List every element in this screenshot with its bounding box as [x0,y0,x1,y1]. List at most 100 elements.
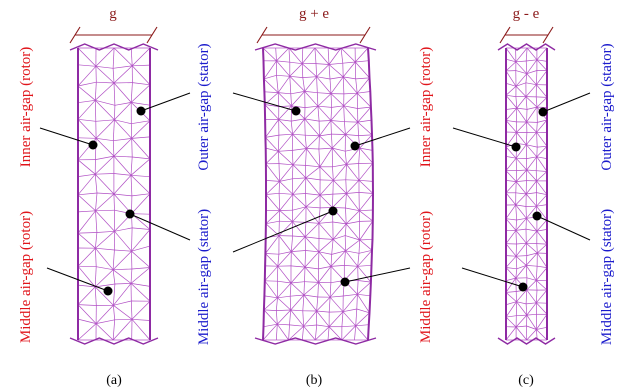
mesh-edge [131,213,151,215]
mesh-edge [357,250,373,267]
mesh-edge [536,70,548,85]
mesh-edge [114,105,116,120]
leader-outer-a [140,92,191,112]
dimension-a: g [69,6,158,44]
mesh-edge [292,148,307,151]
mesh-edge [536,96,548,98]
label-middle-rotor-c: Middle air-gap (rotor) [418,211,434,343]
mesh-edge [94,155,115,175]
mesh-edge [505,82,517,87]
mesh-edge [331,134,333,149]
mesh-edge [263,323,278,328]
mesh-edge [94,286,114,306]
mesh-edge [277,323,289,341]
mesh-edge [342,311,356,327]
mesh-edge [525,96,538,108]
dimension-b: g + e [256,6,371,44]
mesh-edge [95,323,114,341]
leader-middle-stator-a [129,213,191,241]
mesh-edge [278,193,281,211]
mesh-edge [515,268,518,279]
mesh-edge [291,250,306,252]
mesh-edge [525,255,528,266]
mesh-edge [535,96,538,108]
mesh-edge [132,64,151,67]
mesh-edge [359,147,373,151]
mesh-edge [277,282,292,299]
mesh-edge [95,66,115,84]
leader-middle-rotor-c [461,267,524,288]
mesh-edge [291,251,306,268]
mesh-edge [95,209,115,212]
mesh-edge [77,85,96,101]
mesh-edge [130,268,133,284]
mesh-edge [505,277,517,293]
mesh-edge [305,166,321,179]
mesh-edge [289,76,305,92]
mesh-edge [130,156,133,176]
mesh-edge [354,325,357,341]
mesh-edge [345,207,360,212]
mesh-edge [505,47,517,63]
mesh-edge [292,235,306,238]
mesh-edge [515,230,527,244]
mesh-edge [505,326,517,341]
mesh-edge [536,230,548,245]
mesh-edge [318,148,321,167]
mesh-edge [515,204,527,219]
mesh-edge [112,269,132,284]
mesh-edge [328,64,331,80]
mesh-edge [277,92,292,107]
mesh-edge [290,121,293,135]
mesh-edge [301,63,317,77]
mesh-edge [95,82,115,101]
mesh-edge [303,281,305,296]
mesh-edge [515,157,527,171]
mesh-edge [505,255,517,257]
mesh-edge [359,220,374,241]
mesh-edge [343,293,358,297]
mesh-edge [130,175,151,194]
mesh-edge [340,47,344,64]
mesh-edge [277,76,291,93]
mesh-edge [318,251,332,255]
mesh-edge [525,82,537,86]
mesh-edge [515,255,527,266]
mesh-edge [77,119,97,139]
mesh-edge [536,219,548,232]
mesh-edge [131,138,133,158]
mesh-edge [343,105,345,122]
leader-inner-c [452,127,517,148]
mesh-edge [316,310,330,313]
mesh-edge [264,104,279,120]
mesh-edge [536,47,548,61]
mesh-edge [346,164,360,181]
mesh-edge [95,119,115,122]
mesh-edge [304,250,306,268]
mesh-edge [355,60,369,63]
mesh-edge [525,193,537,207]
mesh-edge [131,319,151,341]
mesh-edge [319,135,333,149]
mesh-edge [536,119,548,133]
mesh-edge [358,280,371,283]
mesh-edge [314,47,317,64]
mesh-edge [505,70,517,87]
mesh-edge [331,147,347,165]
mesh-edge [515,73,528,87]
mesh-edge [318,251,332,267]
mesh-edge [291,91,305,107]
mesh-edge [332,239,346,252]
mesh-edge [526,218,538,232]
mesh-edge [131,227,133,252]
mesh-edge [525,289,528,304]
mesh-edge [516,107,528,110]
mesh-edge [95,155,114,160]
mesh-edge [130,267,151,284]
mesh-edge [77,232,97,234]
mesh-edge [290,235,293,252]
mesh-edge [289,282,292,297]
mesh-edge [357,106,371,109]
mesh-edge [525,132,528,145]
mesh-edge [536,243,548,245]
